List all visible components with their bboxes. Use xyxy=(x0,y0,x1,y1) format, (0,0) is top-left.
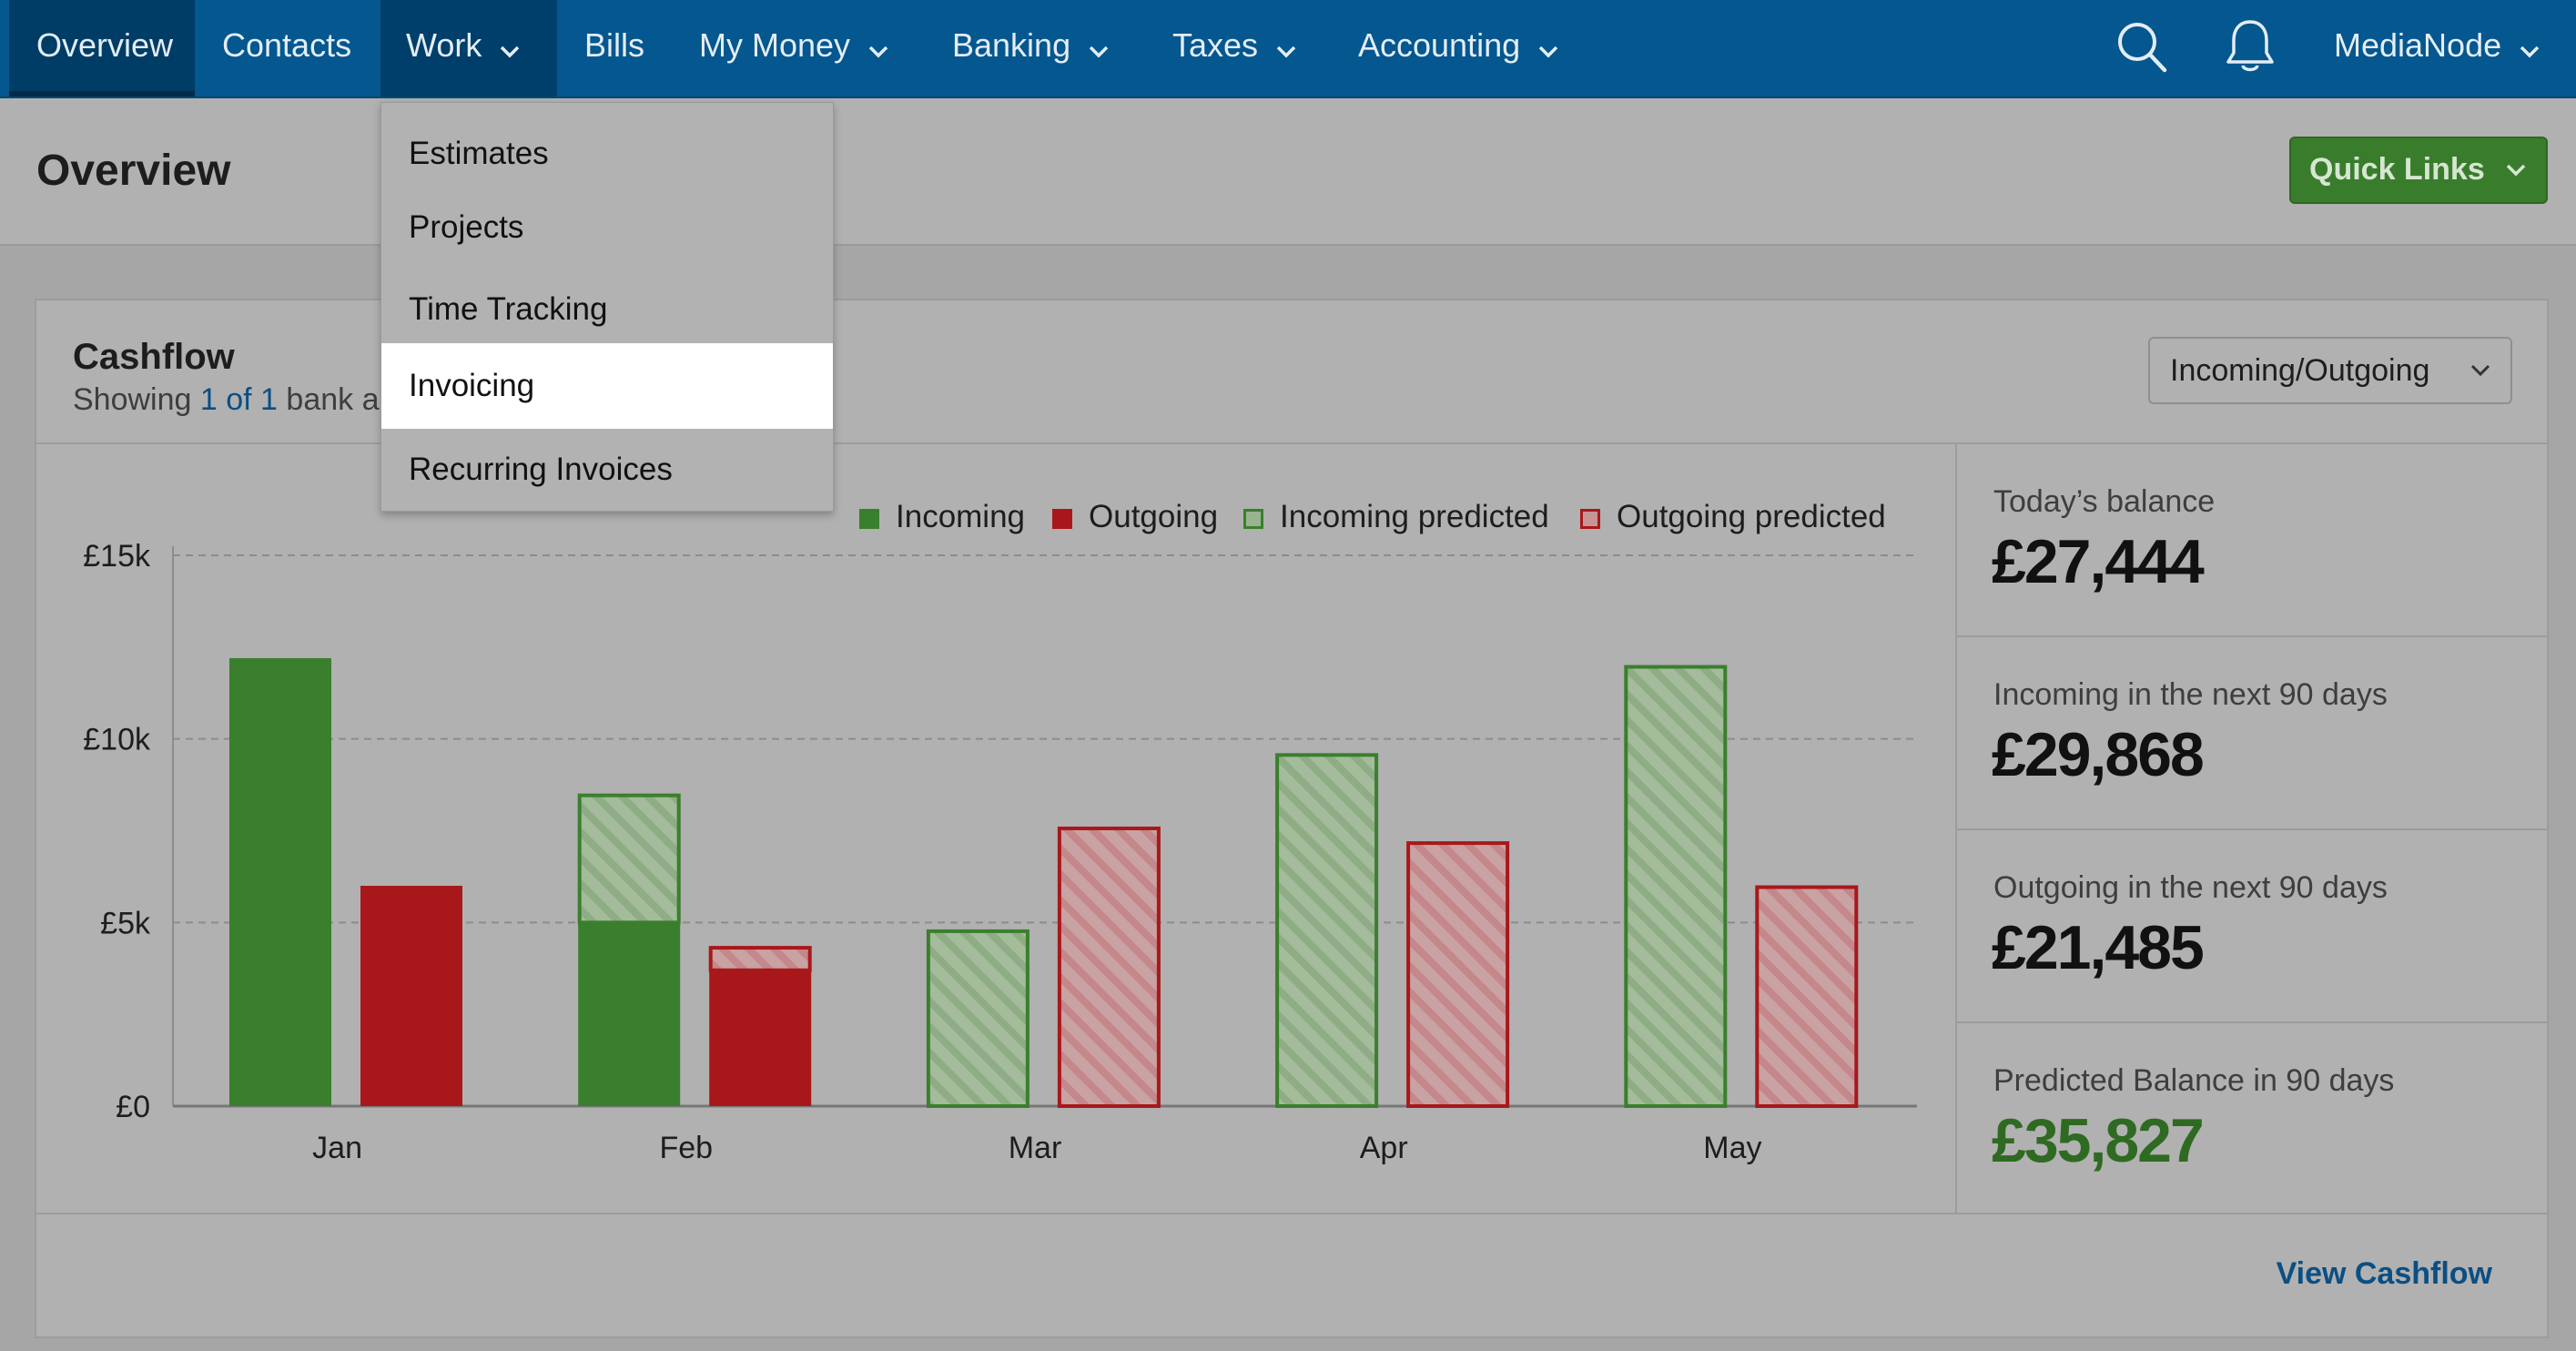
nav-overview-label: Overview xyxy=(36,26,174,64)
subtitle-rest: bank a xyxy=(286,382,380,417)
bar-incoming-predicted xyxy=(926,929,1029,1108)
nav-contacts[interactable]: Contacts xyxy=(195,0,351,96)
legend-incoming: Incoming xyxy=(859,499,1025,535)
top-navigation: Overview Contacts Work Bills My Money Ba… xyxy=(0,0,2576,98)
chevron-down-icon xyxy=(868,2,888,93)
stat-label: Incoming in the next 90 days xyxy=(1993,677,2388,712)
y-tick-label: £0 xyxy=(116,1090,150,1124)
nav-my-money-label: My Money xyxy=(699,26,851,64)
stat-label: Predicted Balance in 90 days xyxy=(1993,1063,2395,1098)
legend-incoming-predicted: Incoming predicted xyxy=(1243,499,1549,535)
legend-label: Incoming xyxy=(896,499,1026,534)
chevron-down-icon xyxy=(2506,164,2526,177)
stat-outgoing-90-days: Outgoing in the next 90 days £21,485 xyxy=(1957,830,2547,1023)
notification-bell-icon[interactable] xyxy=(2225,18,2276,79)
chevron-down-icon xyxy=(2470,364,2490,377)
chevron-down-icon xyxy=(1538,2,1558,93)
nav-bills-label: Bills xyxy=(584,26,645,64)
nav-accounting-label: Accounting xyxy=(1358,26,1521,64)
nav-my-money[interactable]: My Money xyxy=(672,0,888,96)
chevron-down-icon xyxy=(1089,2,1109,93)
bank-account-count-link[interactable]: 1 of 1 xyxy=(199,382,278,417)
nav-taxes-label: Taxes xyxy=(1172,26,1259,64)
nav-banking-label: Banking xyxy=(952,26,1071,64)
bar-outgoing-predicted xyxy=(1057,826,1161,1108)
legend-outgoing: Outgoing xyxy=(1052,499,1218,535)
stat-value: £35,827 xyxy=(1992,1106,2205,1175)
x-tick-label: Mar xyxy=(1009,1131,1062,1165)
legend-label: Outgoing xyxy=(1089,499,1219,534)
nav-banking[interactable]: Banking xyxy=(925,0,1109,96)
subtitle-showing: Showing xyxy=(73,382,192,417)
legend-label: Incoming predicted xyxy=(1280,499,1549,534)
cashflow-chart: £0 £5k £10k £15k Jan Feb Mar Apr May xyxy=(83,539,1917,1165)
cashflow-title: Cashflow xyxy=(73,337,235,377)
x-tick-label: Apr xyxy=(1360,1131,1408,1165)
nav-overview[interactable]: Overview xyxy=(9,0,195,96)
stat-incoming-90-days: Incoming in the next 90 days £29,868 xyxy=(1957,637,2547,830)
cashflow-view-value: Incoming/Outgoing xyxy=(2170,353,2430,388)
menu-item-projects[interactable]: Projects xyxy=(409,209,524,245)
bar-outgoing xyxy=(709,970,812,1106)
menu-item-invoicing[interactable]: Invoicing xyxy=(381,343,833,429)
view-cashflow-link[interactable]: View Cashflow xyxy=(2276,1256,2492,1291)
divider xyxy=(36,1213,2547,1214)
search-icon[interactable] xyxy=(2115,20,2168,79)
legend-label: Outgoing predicted xyxy=(1617,499,1886,534)
nav-work[interactable]: Work xyxy=(380,0,557,96)
x-tick-label: Feb xyxy=(660,1131,714,1165)
work-dropdown-menu: Estimates Projects Time Tracking Invoici… xyxy=(380,102,834,512)
nav-taxes[interactable]: Taxes xyxy=(1145,0,1296,96)
bar-outgoing-predicted xyxy=(1755,885,1859,1108)
x-tick-label: Jan xyxy=(312,1131,362,1165)
quick-links-button[interactable]: Quick Links xyxy=(2289,137,2548,204)
cashflow-view-select[interactable]: Incoming/Outgoing xyxy=(2148,337,2512,404)
divider xyxy=(36,442,2547,444)
bar-outgoing-predicted xyxy=(1406,841,1510,1108)
menu-item-estimates[interactable]: Estimates xyxy=(409,136,549,171)
page-title: Overview xyxy=(36,147,231,195)
chevron-down-icon xyxy=(2520,2,2540,93)
y-tick-label: £15k xyxy=(83,539,151,574)
stat-label: Today’s balance xyxy=(1993,484,2216,519)
divider xyxy=(1955,442,1957,1214)
legend-swatch xyxy=(1052,509,1072,529)
quick-links-label: Quick Links xyxy=(2309,152,2485,187)
bar-incoming xyxy=(578,922,681,1106)
chevron-down-icon xyxy=(500,2,520,93)
account-name: MediaNode xyxy=(2334,26,2502,64)
bar-incoming-predicted xyxy=(577,793,681,925)
legend-outgoing-predicted: Outgoing predicted xyxy=(1580,499,1886,535)
nav-bills[interactable]: Bills xyxy=(557,0,644,96)
nav-contacts-label: Contacts xyxy=(222,26,352,64)
bar-outgoing xyxy=(360,886,462,1106)
nav-work-label: Work xyxy=(406,26,482,64)
menu-item-time-tracking[interactable]: Time Tracking xyxy=(409,291,608,327)
stat-predicted-balance: Predicted Balance in 90 days £35,827 xyxy=(1957,1023,2547,1214)
bar-incoming-predicted xyxy=(1275,753,1379,1108)
cashflow-subtitle: Showing 1 of 1 bank a xyxy=(73,382,380,418)
y-tick-label: £10k xyxy=(83,723,151,757)
legend-swatch xyxy=(1243,509,1263,529)
bar-incoming xyxy=(229,657,331,1106)
stat-value: £27,444 xyxy=(1992,527,2205,596)
nav-accounting[interactable]: Accounting xyxy=(1331,0,1558,96)
x-tick-label: May xyxy=(1703,1131,1761,1165)
menu-item-recurring-invoices[interactable]: Recurring Invoices xyxy=(409,452,673,487)
legend-swatch xyxy=(859,509,879,529)
stat-value: £29,868 xyxy=(1992,720,2205,789)
legend-swatch xyxy=(1580,509,1600,529)
bar-incoming-predicted xyxy=(1624,665,1728,1108)
stat-todays-balance: Today’s balance £27,444 xyxy=(1957,444,2547,637)
chevron-down-icon xyxy=(1276,2,1296,93)
stat-value: £21,485 xyxy=(1992,913,2205,982)
account-menu[interactable]: MediaNode xyxy=(2307,0,2540,96)
y-tick-label: £5k xyxy=(100,906,151,940)
bar-outgoing-predicted xyxy=(708,946,812,972)
stat-label: Outgoing in the next 90 days xyxy=(1993,870,2388,905)
